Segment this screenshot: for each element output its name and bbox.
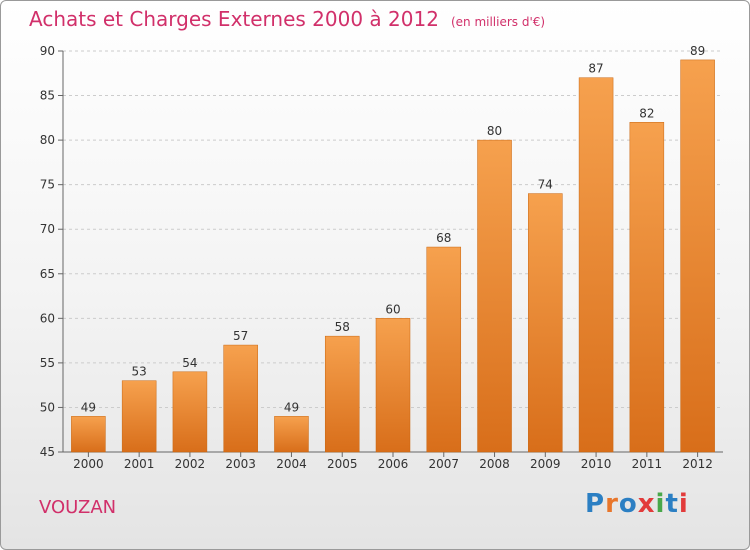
title-row: Achats et Charges Externes 2000 à 2012 (… (29, 7, 545, 31)
x-tick-label: 2005 (327, 457, 358, 471)
x-tick-label: 2006 (378, 457, 409, 471)
x-tick-label: 2002 (175, 457, 206, 471)
axes: 45 50 55 60 65 70 75 80 85 90 2000 2001 2002 2003 2004… (40, 44, 723, 471)
y-tick-label: 85 (40, 89, 55, 103)
x-tick-label: 2008 (479, 457, 510, 471)
commune-name: VOUZAN (39, 497, 117, 518)
y-tick-label: 75 (40, 178, 55, 192)
bar-2007 (426, 246, 462, 453)
x-tick-label: 2003 (225, 457, 256, 471)
bar-2000 (71, 416, 106, 453)
y-tick-label: 90 (40, 44, 55, 58)
logo-letter: o (618, 489, 638, 519)
bar-2001 (121, 380, 157, 453)
data-label: 68 (436, 231, 451, 245)
chart-unit: (en milliers d'€) (450, 15, 546, 29)
x-tick-label: 2001 (124, 457, 155, 471)
y-tick-label: 80 (40, 133, 55, 147)
bar-2004 (274, 416, 309, 453)
logo-letter: r (605, 489, 619, 519)
y-tick-label: 60 (40, 311, 55, 325)
bar-2010 (578, 77, 614, 453)
x-tick-label: 2004 (276, 457, 307, 471)
y-tick-label: 55 (40, 356, 55, 370)
bar-2005 (324, 335, 360, 453)
x-tick-label: 2010 (581, 457, 612, 471)
data-label: 87 (588, 62, 603, 76)
data-label: 82 (639, 106, 654, 120)
y-tick-label: 65 (40, 267, 55, 281)
y-tick-label: 50 (40, 400, 55, 414)
bar-2002 (172, 371, 208, 453)
logo-letter: i (655, 489, 666, 519)
data-label: 80 (487, 124, 502, 138)
data-label: 74 (538, 178, 553, 192)
data-label: 89 (690, 44, 705, 58)
bar-2009 (528, 193, 563, 453)
data-label: 49 (81, 400, 96, 414)
y-tick-label: 45 (40, 445, 55, 459)
logo-letter: t (665, 489, 679, 519)
x-tick-label: 2007 (428, 457, 459, 471)
bar-2003 (223, 344, 258, 453)
x-tick-label: 2011 (632, 457, 663, 471)
data-label: 58 (335, 320, 350, 334)
bar-2008 (477, 139, 512, 453)
x-tick-label: 2000 (73, 457, 104, 471)
data-label: 54 (182, 356, 197, 370)
logo-letter: i (678, 489, 689, 519)
bar-2006 (375, 318, 411, 453)
logo-letter: P (585, 489, 606, 519)
data-label: 60 (385, 302, 400, 316)
bar-2011 (629, 122, 665, 453)
logo-letter: x (637, 489, 656, 519)
proxiti-logo[interactable]: Proxiti (585, 489, 689, 519)
bars (71, 59, 715, 453)
data-label: 57 (233, 329, 248, 343)
data-label: 53 (132, 365, 147, 379)
data-label: 49 (284, 400, 299, 414)
x-tick-label: 2009 (530, 457, 561, 471)
bar-2012 (680, 59, 715, 453)
y-tick-label: 70 (40, 222, 55, 236)
data-labels: 49 53 54 57 49 58 60 68 80 74 87 82 89 (81, 44, 706, 414)
chart-title: Achats et Charges Externes 2000 à 2012 (29, 7, 439, 31)
x-tick-label: 2012 (682, 457, 713, 471)
